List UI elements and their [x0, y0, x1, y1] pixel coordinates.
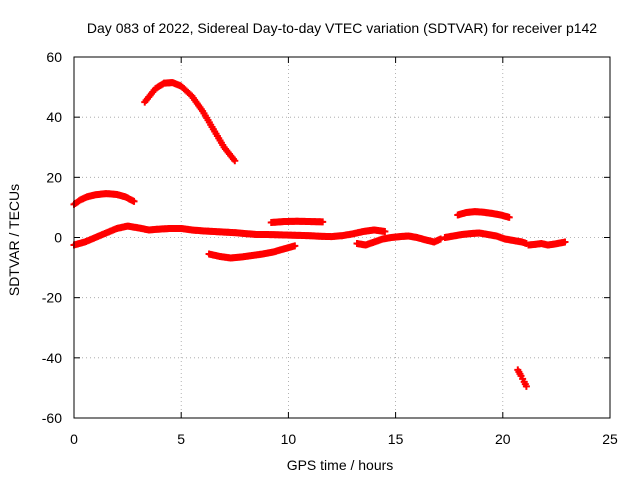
y-tick-label: 40: [46, 109, 62, 125]
x-axis-label: GPS time / hours: [287, 457, 394, 473]
series-arc-1: [70, 190, 138, 208]
series-arc-5: [267, 217, 327, 226]
data-point: [130, 197, 138, 205]
data-points: [70, 79, 569, 390]
x-tick-label: 10: [281, 431, 297, 447]
data-point: [291, 242, 299, 250]
data-point: [561, 238, 569, 246]
series-arc-11: [525, 238, 569, 249]
data-point: [505, 213, 513, 221]
series-arc-10: [514, 366, 530, 390]
data-point: [437, 235, 445, 243]
chart-title: Day 083 of 2022, Sidereal Day-to-day VTE…: [87, 20, 597, 36]
data-point: [319, 218, 327, 226]
series-arc-8: [441, 229, 530, 248]
series-arc-9: [454, 208, 513, 221]
data-point: [231, 157, 239, 165]
y-tick-label: 60: [46, 49, 62, 65]
series-arc-3: [141, 79, 239, 165]
axis-ticks: [73, 56, 611, 419]
data-point: [381, 227, 389, 235]
series-arc-2: [70, 222, 271, 249]
x-tick-label: 20: [495, 431, 511, 447]
x-tick-label: 5: [177, 431, 185, 447]
data-point: [522, 382, 530, 390]
y-tick-label: -60: [42, 410, 62, 426]
y-tick-label: 20: [46, 169, 62, 185]
x-tick-label: 25: [602, 431, 618, 447]
series-arc-6: [263, 226, 389, 241]
series-arc-4: [205, 242, 299, 262]
y-tick-label: -40: [42, 350, 62, 366]
y-axis-label: SDTVAR / TECUs: [6, 184, 22, 296]
x-tick-label: 0: [70, 431, 78, 447]
tick-labels: 0 5 10 15 20 25 -60 -40 -20 0 20 40 60: [42, 49, 618, 447]
series-arc-7: [353, 232, 445, 249]
y-tick-label: -20: [42, 290, 62, 306]
y-tick-label: 0: [54, 230, 62, 246]
x-tick-label: 15: [388, 431, 404, 447]
